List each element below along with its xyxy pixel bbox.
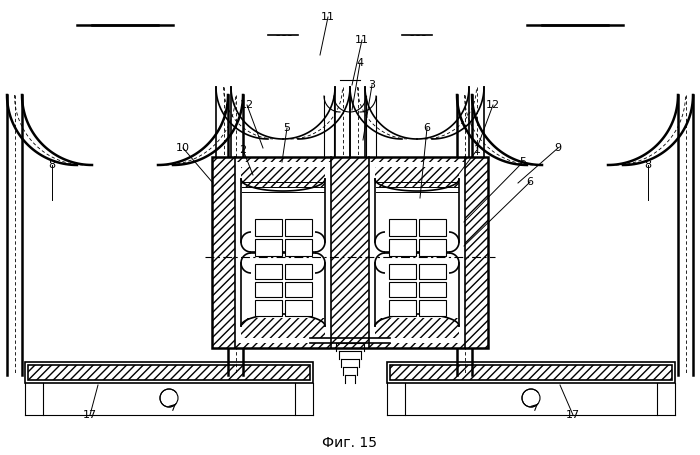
Text: 5: 5 bbox=[284, 123, 290, 133]
Text: 8: 8 bbox=[645, 160, 652, 170]
Bar bbox=[387, 362, 675, 383]
Text: 11: 11 bbox=[355, 35, 369, 45]
Text: 8: 8 bbox=[48, 160, 55, 170]
Text: 2: 2 bbox=[239, 145, 246, 155]
Bar bbox=[284, 218, 312, 236]
Text: 4: 4 bbox=[356, 58, 363, 68]
Bar bbox=[389, 282, 416, 297]
Bar bbox=[419, 300, 445, 315]
Text: 12: 12 bbox=[240, 100, 254, 110]
Text: 12: 12 bbox=[486, 100, 500, 110]
Text: 17: 17 bbox=[566, 410, 580, 420]
Bar bbox=[284, 300, 312, 315]
Text: Фиг. 15: Фиг. 15 bbox=[323, 436, 377, 450]
Bar bbox=[419, 282, 445, 297]
Bar bbox=[284, 238, 312, 256]
Bar bbox=[242, 253, 324, 328]
Bar bbox=[375, 167, 459, 187]
Bar bbox=[241, 167, 325, 187]
Bar bbox=[389, 238, 416, 256]
Bar bbox=[255, 263, 281, 279]
Bar bbox=[241, 318, 325, 338]
Bar bbox=[255, 282, 281, 297]
Bar bbox=[255, 300, 281, 315]
Text: 6: 6 bbox=[424, 123, 430, 133]
Bar bbox=[390, 365, 672, 380]
Bar bbox=[376, 179, 458, 254]
Bar bbox=[255, 218, 281, 236]
Bar bbox=[369, 162, 465, 343]
Text: 17: 17 bbox=[83, 410, 97, 420]
Text: 5: 5 bbox=[519, 157, 526, 167]
Bar bbox=[212, 157, 488, 348]
Bar bbox=[255, 238, 281, 256]
Text: 6: 6 bbox=[526, 177, 533, 187]
Bar bbox=[419, 263, 445, 279]
Bar bbox=[419, 238, 445, 256]
Bar bbox=[419, 218, 445, 236]
Bar bbox=[25, 362, 313, 383]
Text: 3: 3 bbox=[368, 80, 375, 90]
Text: 10: 10 bbox=[176, 143, 190, 153]
Text: 11: 11 bbox=[321, 12, 335, 22]
Bar bbox=[375, 318, 459, 338]
Bar bbox=[242, 179, 324, 254]
Bar bbox=[284, 282, 312, 297]
Bar bbox=[28, 365, 310, 380]
Bar bbox=[284, 263, 312, 279]
Text: 9: 9 bbox=[554, 143, 561, 153]
Bar bbox=[235, 162, 331, 343]
Bar bbox=[376, 253, 458, 328]
Text: 1: 1 bbox=[473, 145, 480, 155]
Bar bbox=[389, 300, 416, 315]
Bar bbox=[389, 263, 416, 279]
Bar bbox=[389, 218, 416, 236]
